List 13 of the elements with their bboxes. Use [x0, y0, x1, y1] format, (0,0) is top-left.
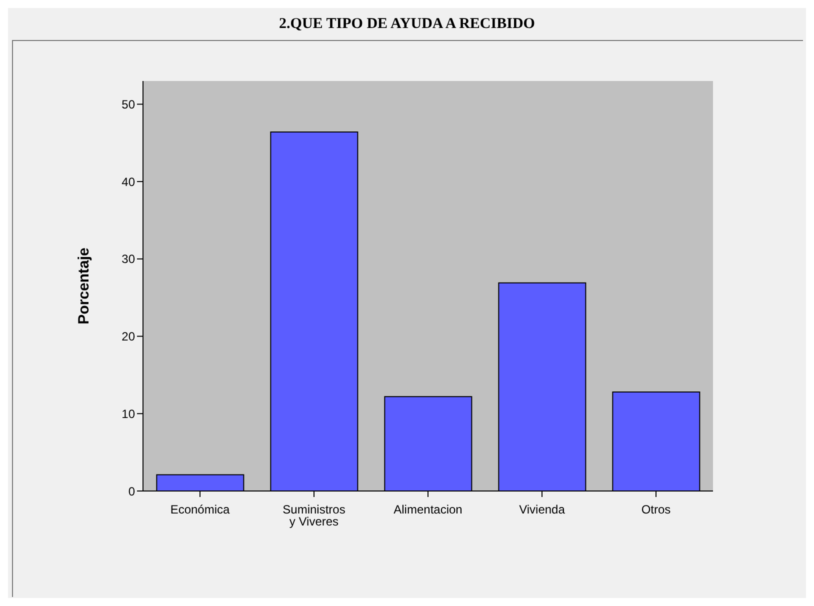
x-tick-label: Suministros y Viveres	[282, 502, 346, 529]
y-axis-title: Porcentaje	[75, 248, 92, 324]
y-tick-label: 40	[122, 174, 136, 189]
y-tick-label: 50	[122, 97, 136, 112]
chart-title: 2.QUE TIPO DE AYUDA A RECIBIDO	[278, 15, 536, 34]
x-tick-label: Alimentacion	[394, 502, 462, 517]
x-tick-label: Vivienda	[519, 502, 566, 517]
x-tick-label: Económica	[170, 502, 230, 517]
y-tick-label: 30	[122, 252, 136, 266]
y-tick-label: 0	[128, 484, 136, 498]
x-tick-label: Otros	[641, 502, 671, 517]
y-tick-label: 10	[122, 406, 136, 421]
y-tick-label: 20	[122, 330, 136, 344]
